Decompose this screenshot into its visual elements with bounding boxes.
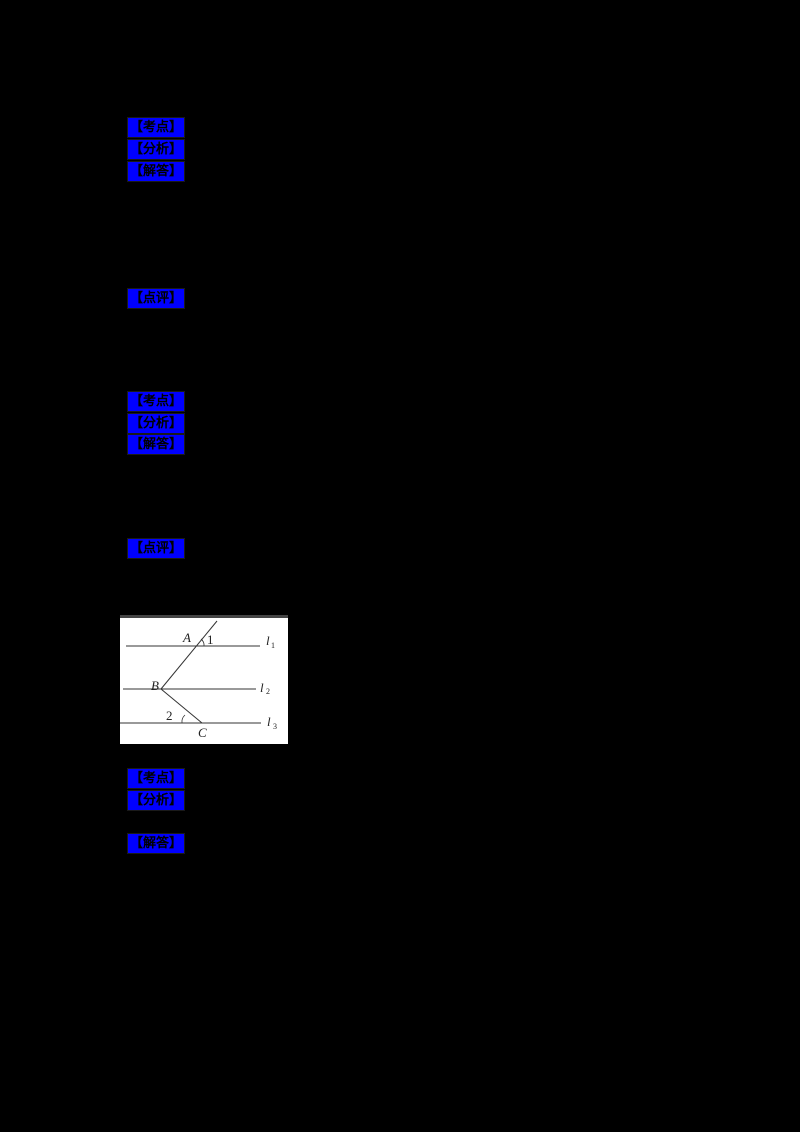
- angle-1-label: 1: [207, 632, 214, 647]
- label-kaodian: 【考点】: [128, 769, 185, 788]
- line-l1-subscript: 1: [271, 641, 275, 650]
- point-c-label: C: [198, 725, 207, 740]
- line-l3-subscript: 3: [273, 722, 277, 731]
- line-l1-label: l: [266, 633, 270, 648]
- label-fenxi: 【分析】: [128, 414, 185, 433]
- label-fenxi: 【分析】: [128, 791, 185, 810]
- label-jieda: 【解答】: [128, 834, 185, 853]
- line-l2-subscript: 2: [266, 687, 270, 696]
- label-dianping: 【点评】: [128, 539, 185, 558]
- parallel-lines-diagram: A 1 B 2 C l 1 l 2 l 3: [120, 615, 288, 740]
- point-b-label: B: [151, 678, 159, 693]
- label-jieda: 【解答】: [128, 162, 185, 181]
- line-l3-label: l: [267, 714, 271, 729]
- angle-2-label: 2: [166, 708, 173, 723]
- label-fenxi: 【分析】: [128, 140, 185, 159]
- label-kaodian: 【考点】: [128, 392, 185, 411]
- point-a-label: A: [182, 630, 191, 645]
- label-jieda: 【解答】: [128, 435, 185, 454]
- geometry-figure: A 1 B 2 C l 1 l 2 l 3: [120, 615, 288, 744]
- line-l2-label: l: [260, 680, 264, 695]
- label-dianping: 【点评】: [128, 289, 185, 308]
- label-kaodian: 【考点】: [128, 118, 185, 137]
